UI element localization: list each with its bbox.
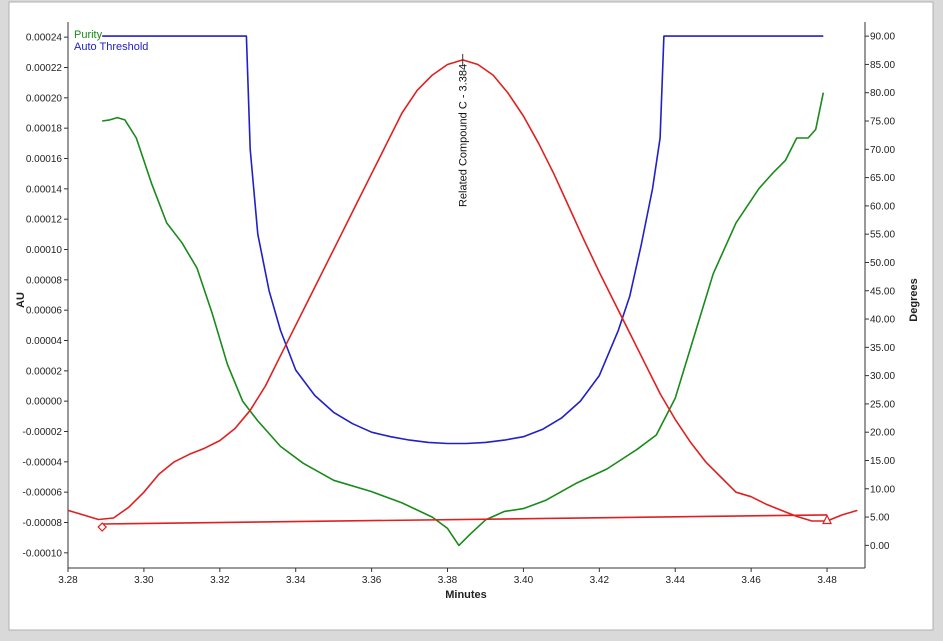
y2-tick-label: 45.00	[870, 286, 895, 297]
chart-markers	[97, 514, 833, 532]
y-tick-label: 0.00010	[26, 245, 63, 256]
y-tick-label: 0.00020	[26, 93, 63, 104]
y2-tick-label: 40.00	[870, 315, 895, 326]
y2-axis-title: Degrees	[908, 278, 920, 321]
y-tick-label: 0.00024	[26, 33, 63, 44]
y2-tick-label: 80.00	[870, 88, 895, 99]
y-tick-label: 0.00008	[26, 275, 63, 286]
y2-tick-label: 20.00	[870, 428, 895, 439]
y2-tick-label: 15.00	[870, 456, 895, 467]
series-line-3	[102, 514, 828, 525]
y2-tick-label: 55.00	[870, 230, 895, 241]
series-line-auto-threshold	[102, 35, 824, 445]
legend-entry: Auto Threshold	[74, 41, 148, 53]
y-tick-label: 0.00022	[26, 63, 63, 74]
x-tick-label: 3.38	[438, 575, 458, 586]
y2-tick-label: 65.00	[870, 173, 895, 184]
chart-axes	[64, 22, 869, 572]
y-tick-label: -0.00002	[23, 427, 63, 438]
y2-tick-label: 85.00	[870, 60, 895, 71]
y2-tick-label: 60.00	[870, 201, 895, 212]
y-tick-label: -0.00004	[23, 457, 63, 468]
x-axis-title: Minutes	[445, 589, 487, 601]
y-tick-label: 0.00018	[26, 124, 63, 135]
y2-tick-label: 0.00	[870, 541, 890, 552]
y2-tick-label: 50.00	[870, 258, 895, 269]
y2-tick-label: 5.00	[870, 513, 890, 524]
x-tick-label: 3.48	[817, 575, 837, 586]
y-tick-label: 0.00016	[26, 154, 63, 165]
x-tick-label: 3.34	[286, 575, 306, 586]
y-tick-label: -0.00010	[23, 548, 63, 559]
chart-annotations: Related Compound C - 3.384	[458, 53, 470, 207]
series-line-purity	[102, 92, 825, 547]
peak-end-marker	[822, 514, 833, 525]
y2-tick-label: 75.00	[870, 117, 895, 128]
x-tick-label: 3.30	[134, 575, 154, 586]
x-tick-label: 3.40	[514, 575, 534, 586]
y2-tick-label: 25.00	[870, 399, 895, 410]
chart-panel	[8, 1, 934, 631]
y-tick-label: 0.00000	[26, 397, 63, 408]
x-tick-label: 3.28	[58, 575, 78, 586]
peak-label: Related Compound C - 3.384	[458, 64, 470, 207]
x-tick-label: 3.42	[590, 575, 610, 586]
peak-start-marker	[97, 522, 108, 532]
y2-tick-label: 10.00	[870, 484, 895, 495]
x-tick-label: 3.32	[210, 575, 230, 586]
y-tick-label: 0.00004	[26, 336, 63, 347]
y-axis-title: AU	[15, 292, 27, 308]
y-tick-label: -0.00008	[23, 518, 63, 529]
y-tick-label: 0.00014	[26, 184, 63, 195]
y2-tick-label: 30.00	[870, 371, 895, 382]
y2-tick-label: 35.00	[870, 343, 895, 354]
y2-tick-label: 70.00	[870, 145, 895, 156]
y-tick-label: 0.00002	[26, 366, 63, 377]
x-tick-label: 3.46	[741, 575, 761, 586]
y-tick-label: 0.00012	[26, 215, 63, 226]
y-tick-label: -0.00006	[23, 488, 63, 499]
x-tick-label: 3.36	[362, 575, 382, 586]
legend-entry: Purity	[74, 29, 103, 41]
x-tick-label: 3.44	[666, 575, 686, 586]
y-tick-label: 0.00006	[26, 306, 63, 317]
chart-tick-labels: 3.28 3.30 3.32 3.34 3.36 3.38 3.40 3.42 3.44 3.46…	[23, 32, 896, 586]
y2-tick-label: 90.00	[870, 32, 895, 43]
